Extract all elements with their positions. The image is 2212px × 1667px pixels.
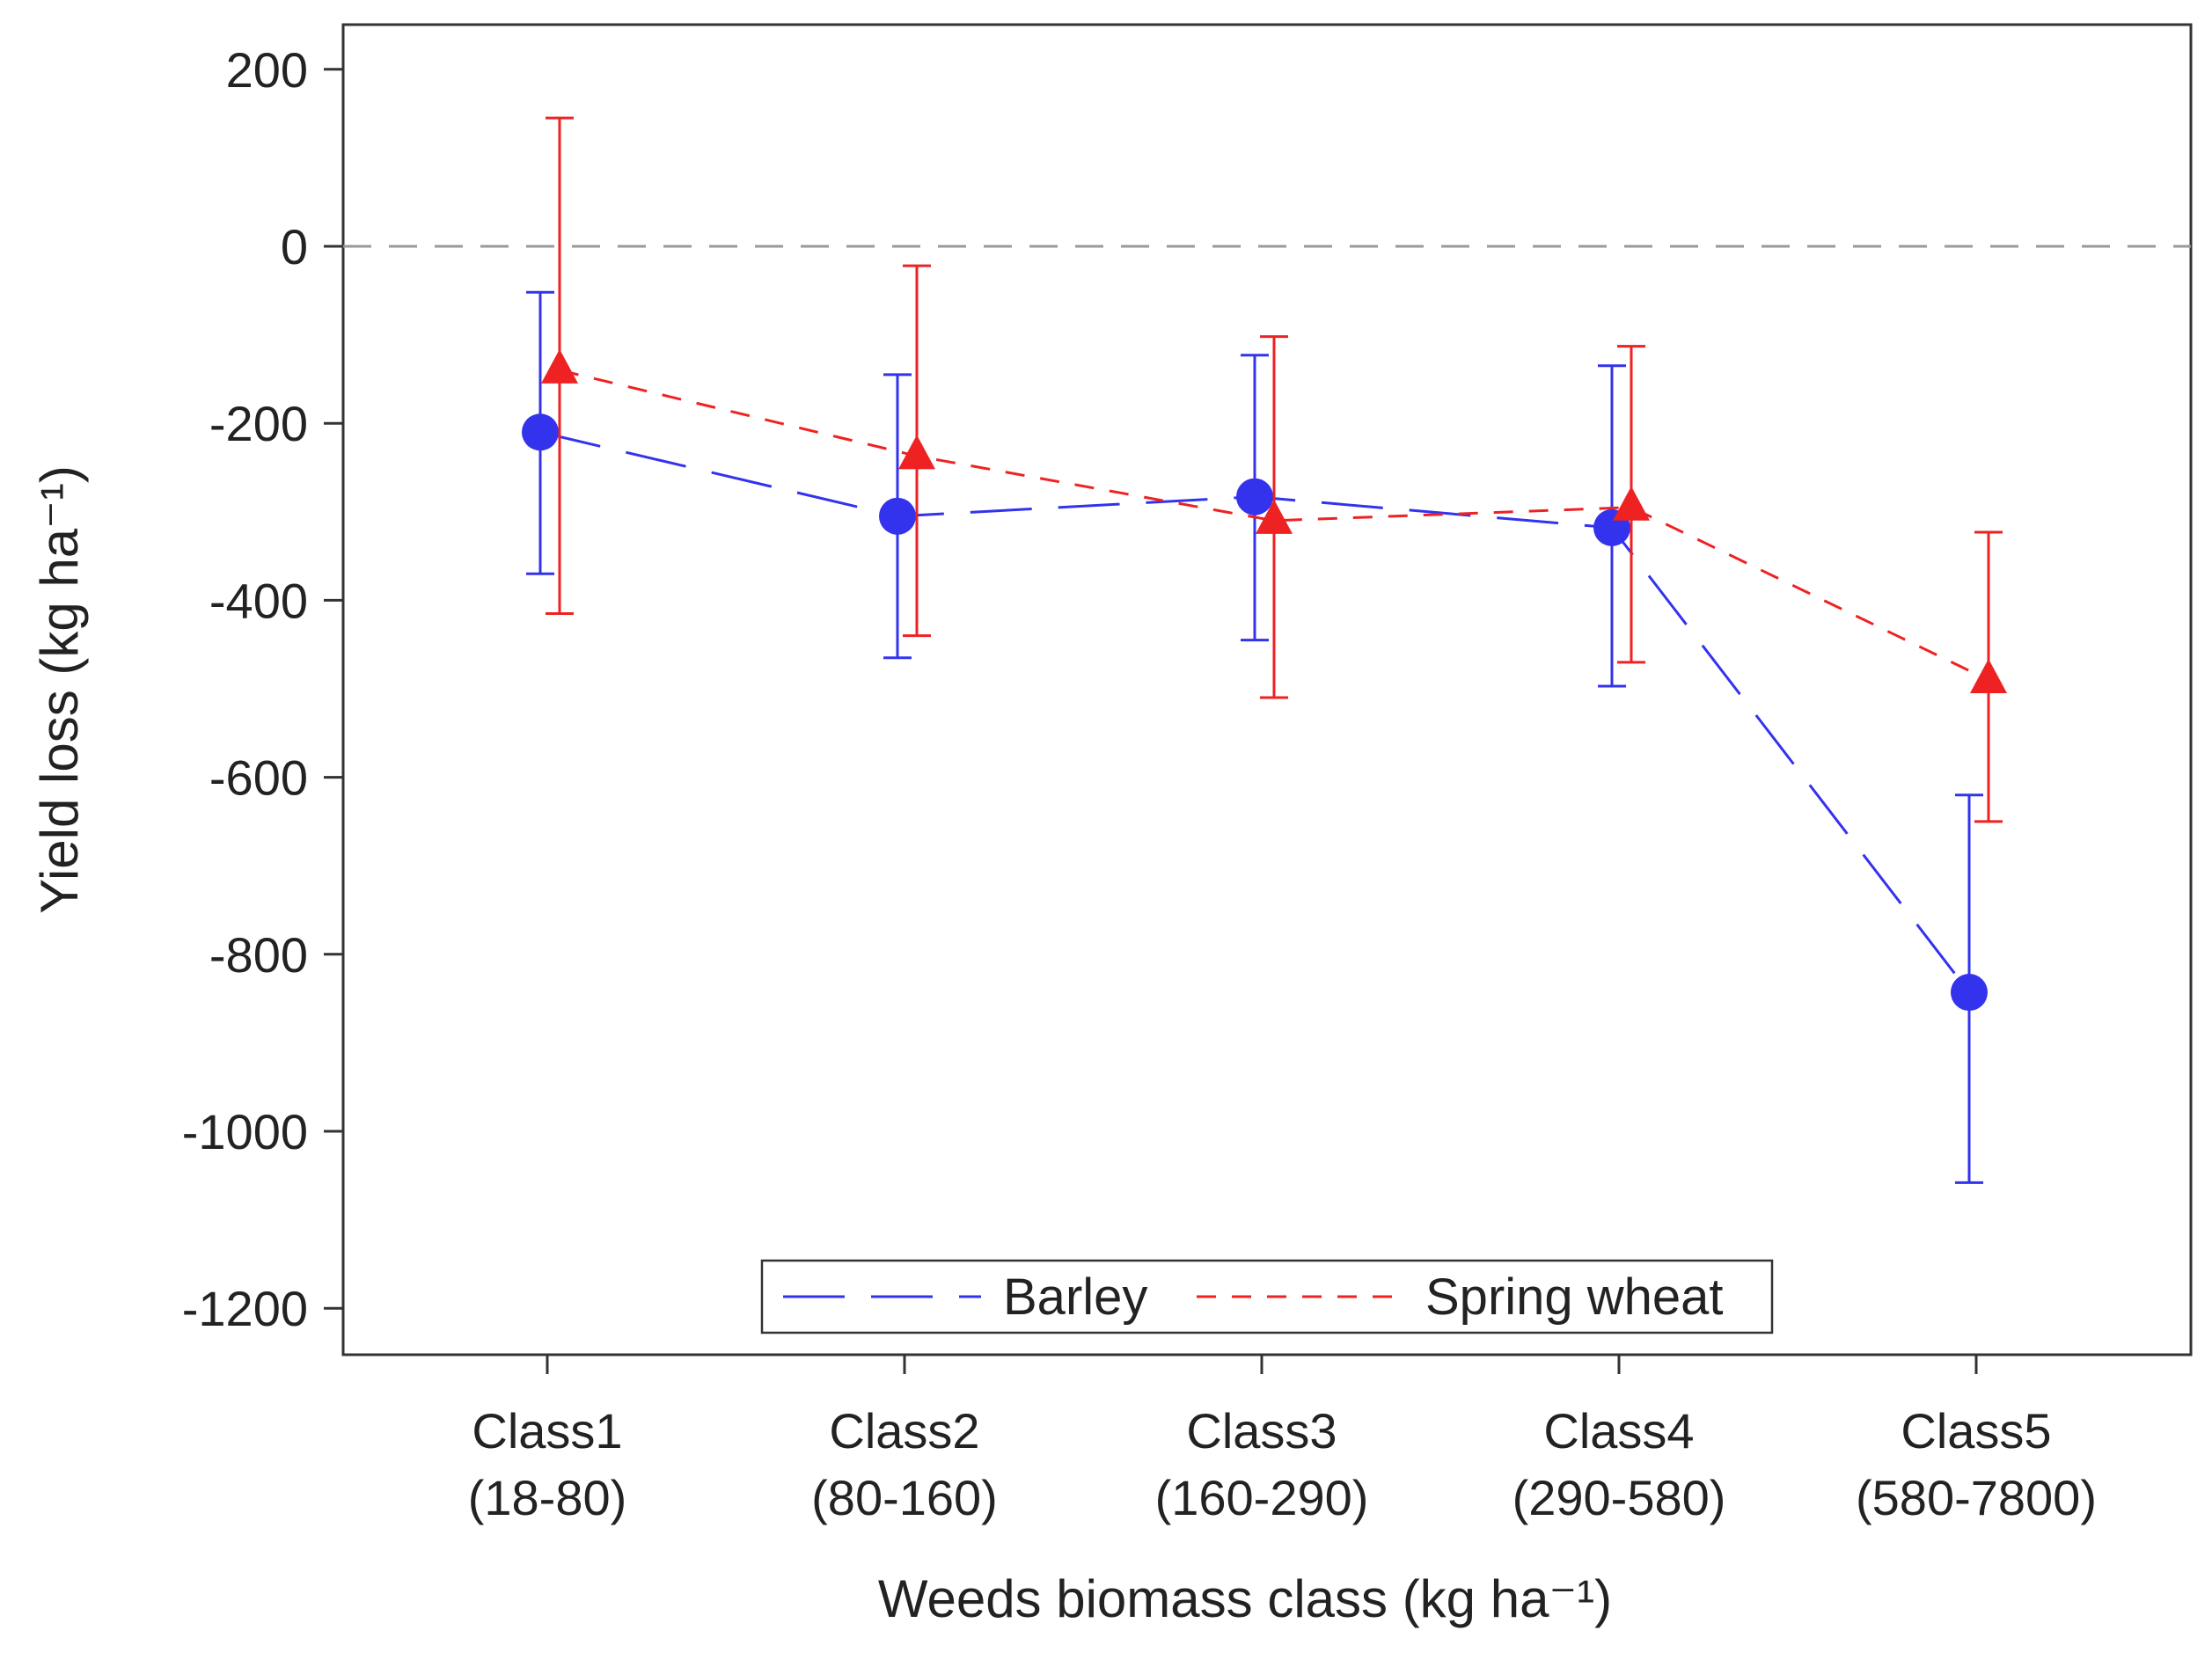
y-tick-label: 0	[281, 219, 308, 274]
plot-frame	[341, 23, 2193, 1356]
x-category-label: Class4	[1543, 1403, 1694, 1459]
y-tick-label: -1200	[182, 1281, 308, 1336]
barley-point	[1236, 478, 1273, 515]
series-layer	[522, 116, 2007, 1184]
spring-wheat-point	[1256, 499, 1293, 534]
x-category-label: Class2	[829, 1403, 979, 1459]
x-category-range: (580-7800)	[1856, 1470, 2097, 1525]
x-category-range: (18-80)	[468, 1470, 627, 1525]
x-category-range: (80-160)	[811, 1470, 998, 1525]
spring-wheat-point	[898, 435, 935, 470]
y-tick-label: -400	[209, 573, 308, 628]
x-category-range: (290-580)	[1513, 1470, 1726, 1525]
y-tick-label: -800	[209, 927, 308, 983]
x-axis: Class1 (18-80) Class2 (80-160) Class3 (160-29…	[468, 1355, 2097, 1525]
spring-wheat-point	[1613, 486, 1650, 521]
series-spring-wheat	[541, 116, 2007, 823]
x-category-label: Class5	[1901, 1403, 2051, 1459]
spring-wheat-point	[541, 348, 578, 384]
y-axis-title: Yield loss (kg ha⁻¹)	[30, 465, 89, 914]
y-tick-label: -1000	[182, 1104, 308, 1159]
barley-point	[879, 497, 916, 535]
barley-point	[522, 413, 559, 451]
x-axis-title: Weeds biomass class (kg ha⁻¹)	[878, 1569, 1612, 1628]
y-tick-label: -200	[209, 396, 308, 451]
x-category-label: Class1	[472, 1403, 622, 1459]
y-tick-label: 200	[226, 42, 308, 98]
series-barley	[522, 290, 1988, 1184]
x-category-range: (160-290)	[1155, 1470, 1369, 1525]
x-category-label: Class3	[1186, 1403, 1337, 1459]
legend-barley-label: Barley	[1003, 1269, 1147, 1326]
legend-spring-wheat-label: Spring wheat	[1425, 1269, 1724, 1326]
legend: Barley Spring wheat	[760, 1259, 1774, 1334]
y-tick-label: -600	[209, 750, 308, 806]
y-axis: 200 0 -200 -400 -600 -800 -1000 -1200	[182, 42, 343, 1336]
spring-wheat-point	[1970, 658, 2007, 693]
barley-point	[1951, 974, 1988, 1012]
